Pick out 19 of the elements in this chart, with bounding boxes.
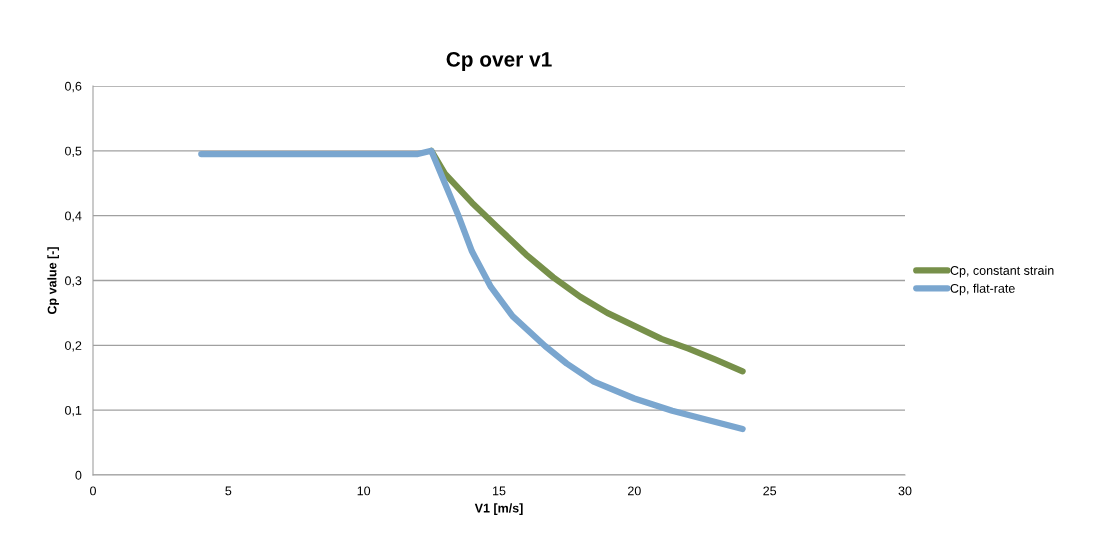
y-tick-label: 0,2 [65,341,82,352]
x-tick-label: 5 [225,486,232,496]
legend-label: Cp, flat-rate [950,283,1015,296]
x-axis-title: V1 [m/s] [474,503,523,515]
x-tick-label: 30 [898,486,912,496]
x-tick-label: 15 [493,486,506,496]
y-tick-label: 0,4 [65,211,82,222]
x-tick-label: 0 [90,486,96,496]
x-tick-label: 10 [357,486,371,496]
x-tick-label: 25 [763,486,777,496]
y-axis-title: Cp value [-] [47,247,59,315]
legend-label: Cp, constant strain [950,265,1054,278]
x-tick-label: 20 [628,486,641,496]
y-tick-label: 0,3 [65,276,82,287]
chart-title: Cp over v1 [446,52,552,71]
y-tick-label: 0,5 [65,146,82,157]
y-tick-label: 0 [75,470,82,480]
y-tick-label: 0,1 [65,405,82,417]
y-tick-label: 0,6 [65,81,82,93]
